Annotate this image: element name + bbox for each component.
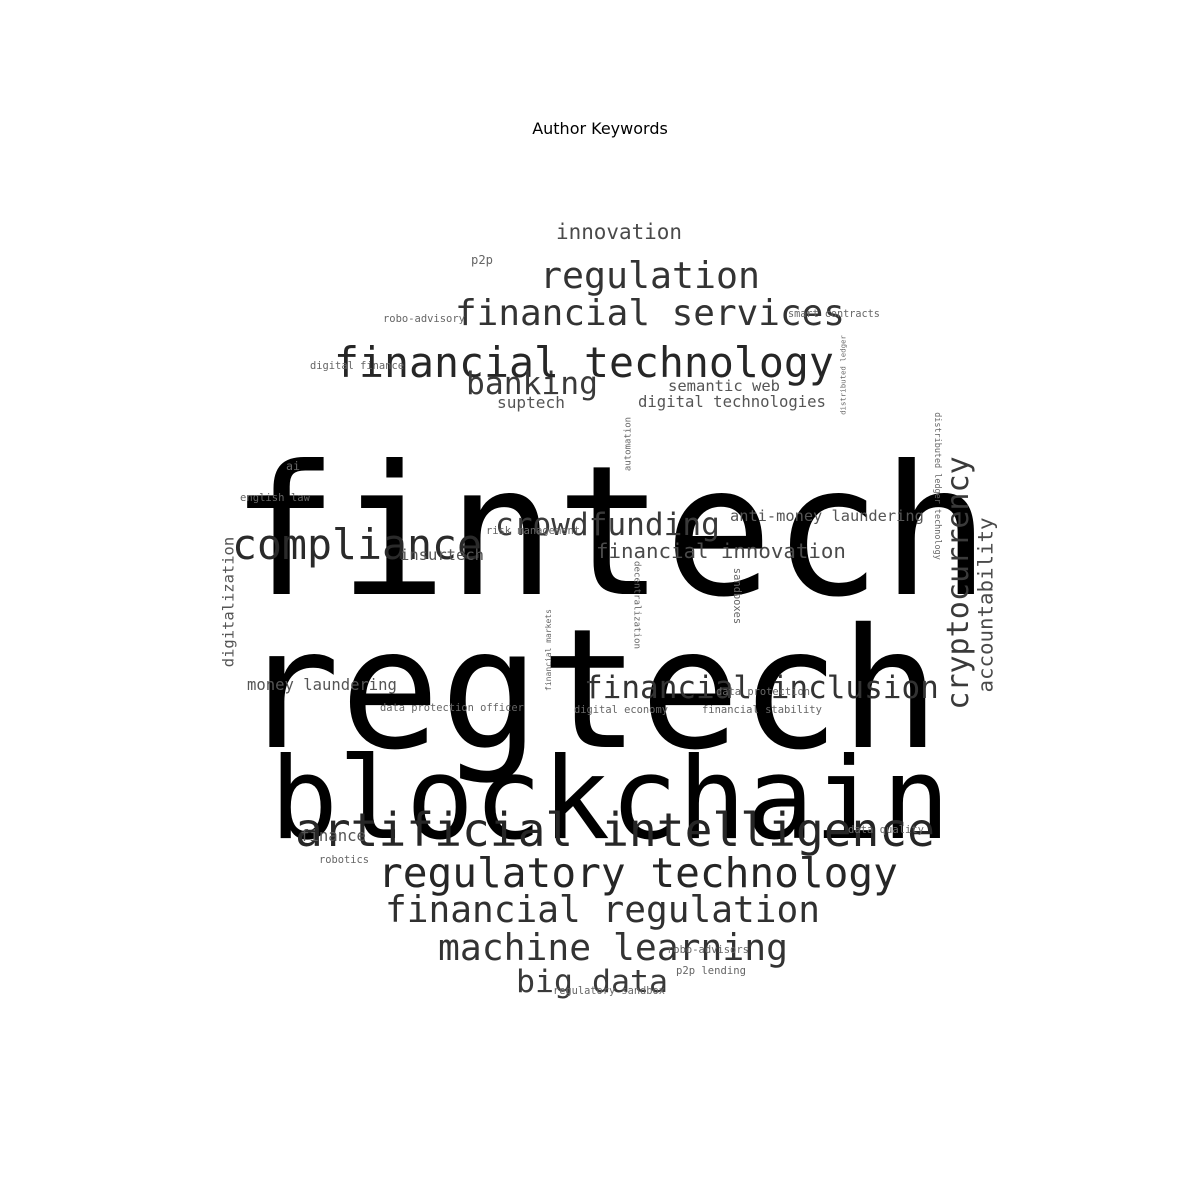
word-risk-management: risk management (486, 525, 580, 537)
word-insurtech: insurtech (400, 546, 484, 564)
word-compliance: compliance (232, 520, 482, 569)
word-regtech: regtech (240, 594, 940, 787)
word-suptech: suptech (497, 393, 565, 412)
word-digitalization: digitalization (219, 536, 238, 668)
word-financial-technology: financial technology (334, 338, 834, 387)
word-regulatory-technology: regulatory technology (378, 849, 898, 897)
word-ai: ai (286, 459, 300, 473)
word-machine-learning: machine learning (438, 926, 788, 969)
word-data-protection-officer: data protection officer (380, 702, 524, 714)
word-digital-economy: digital economy (574, 704, 668, 716)
word-financial-stability: financial stability (702, 704, 822, 716)
word-p2p-lending: p2p lending (676, 965, 746, 977)
word-data-quality: data quality (848, 824, 924, 836)
word-blockchain: blockchain (270, 733, 950, 865)
word-english-law: english law (240, 492, 310, 504)
word-sandboxes: sandboxes (731, 567, 744, 625)
word-decentralization: decentralization (631, 561, 642, 649)
word-robo-advisory: robo-advisory (383, 313, 465, 325)
word-anti-money-laundering: anti-money laundering (730, 507, 924, 525)
word-banking: banking (466, 366, 598, 402)
word-financial-innovation: financial innovation (596, 539, 846, 563)
word-financial-services: financial services (455, 293, 845, 334)
word-cryptocurrency: cryptocurrency (940, 456, 976, 710)
word-fintech: fintech (230, 427, 990, 637)
word-digital-finance: digital finance (310, 360, 404, 372)
word-smart-contracts: smart contracts (788, 309, 880, 320)
word-robotics: robotics (319, 854, 369, 866)
word-regulation: regulation (540, 254, 760, 297)
word-money-laundering: money laundering (247, 676, 397, 694)
word-p2p: p2p (471, 253, 493, 267)
word-artificial-intelligence: artificial intelligence (295, 803, 935, 857)
word-semantic-web: semantic web (668, 377, 780, 395)
chart-title: Author Keywords (532, 119, 668, 138)
word-robo-advisors: robo-advisors (667, 944, 749, 956)
word-data-protection: data protection (716, 686, 810, 698)
word-digital-technologies: digital technologies (638, 393, 826, 411)
word-automation: automation (623, 416, 634, 472)
word-accountability: accountability (973, 517, 998, 693)
word-regulatory-sandbox: regulatory sandbox (553, 985, 665, 997)
word-innovation: innovation (556, 220, 682, 244)
word-financial-markets: financial markets (544, 609, 553, 691)
word-crowdfunding: crowdfunding (495, 507, 720, 543)
word-distributed-ledger-technology: distributed ledger technology (933, 412, 944, 560)
word-big-data: big data (516, 964, 668, 1000)
word-finance: finance (300, 826, 366, 845)
word-distributed-ledger: distributed ledger (838, 335, 848, 415)
word-financial-regulation: financial regulation (385, 888, 820, 931)
word-financial-inclusion: financial inclusion (584, 670, 939, 706)
